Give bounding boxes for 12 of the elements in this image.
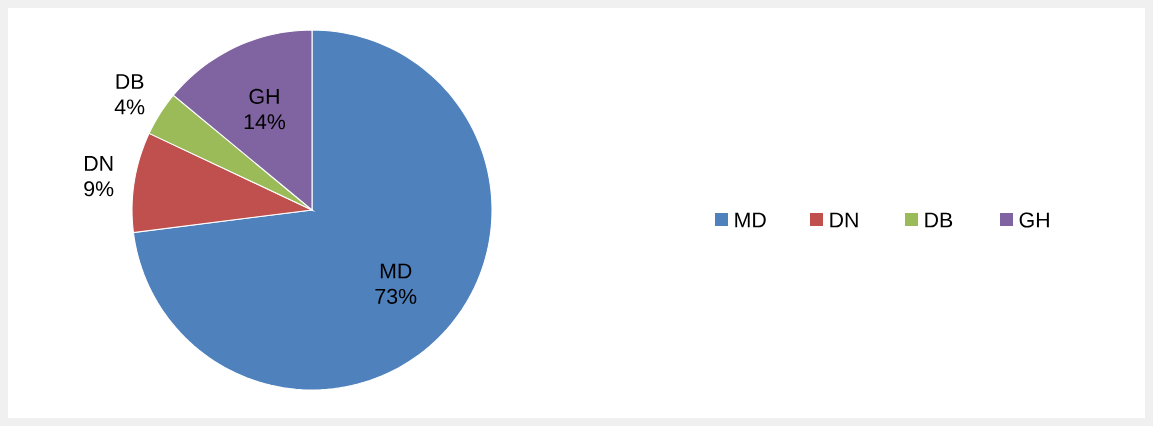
legend-label: GH [1019, 212, 1049, 228]
data-label: 4% [114, 99, 145, 115]
data-label: 73% [375, 288, 417, 304]
slice-label: DN [85, 156, 113, 171]
data-label: 9% [84, 181, 114, 197]
slice-label: DB [116, 74, 144, 89]
data-label: 14% [244, 114, 286, 130]
slice-label: GH [249, 88, 279, 104]
legend-label: DN [830, 212, 858, 228]
legend-label: MD [735, 212, 766, 228]
slice-label: MD [380, 263, 412, 279]
legend-label: DB [925, 212, 953, 228]
